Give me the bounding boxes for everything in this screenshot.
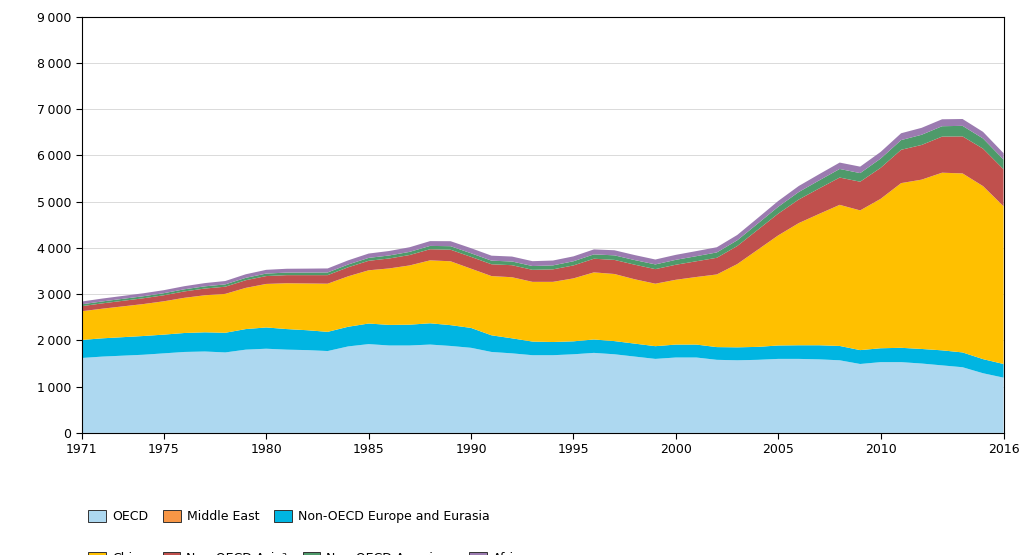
Legend: China, Non-OECD Asia², Non-OECD Americas, Africa: China, Non-OECD Asia², Non-OECD Americas… [88, 552, 529, 555]
